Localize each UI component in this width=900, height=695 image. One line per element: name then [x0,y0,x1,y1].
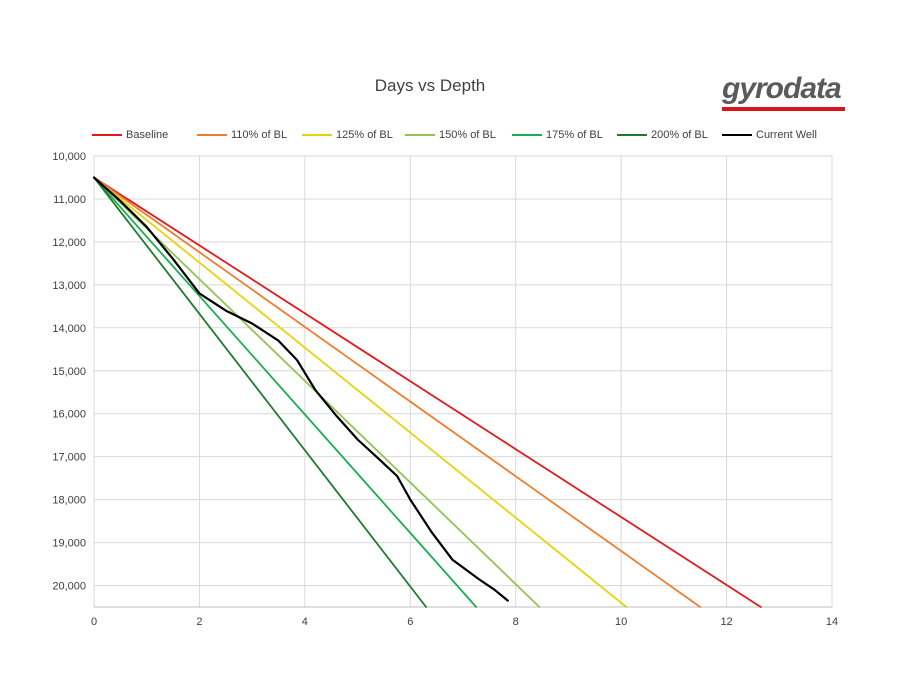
series-line-175-of-bl [93,176,478,608]
series-line-110-of-bl [93,176,702,608]
legend-swatch [197,134,227,136]
chart-title: Days vs Depth [374,76,486,95]
tick-labels: 0 2 4 6 8 10 12 14 10,000 11,000 12,000 13,000 14,00… [52,151,838,628]
legend-label: 125% of BL [336,129,393,141]
legend-label: 200% of BL [651,129,708,141]
series-lines [92,176,762,608]
gridlines [94,155,833,607]
legend-item-110-of-bl: 110% of BL [197,127,287,143]
legend-item-125-of-bl: 125% of BL [302,127,393,143]
series-line-baseline [93,176,762,608]
x-tick-label: 2 [196,616,202,628]
legend-swatch [302,134,332,136]
legend-item-current-well: Current Well [722,127,817,143]
legend-item-baseline: Baseline [92,127,168,143]
legend-item-200-of-bl: 200% of BL [617,127,708,143]
y-tick-label: 11,000 [53,194,86,206]
x-tick-label: 0 [91,616,97,628]
legend-label: 175% of BL [546,129,603,141]
y-tick-label: 17,000 [52,452,86,464]
x-tick-label: 14 [826,616,838,628]
x-tick-label: 10 [615,616,627,628]
y-tick-label: 18,000 [52,495,86,507]
legend-item-150-of-bl: 150% of BL [405,127,496,143]
y-tick-label: 13,000 [52,280,86,292]
legend-swatch [512,134,542,136]
legend-label: 150% of BL [439,129,496,141]
x-tick-label: 8 [513,616,519,628]
gyrodata-logo: gyrodata [722,74,846,114]
y-tick-label: 15,000 [52,366,86,378]
y-tick-label: 20,000 [52,581,86,593]
y-tick-label: 12,000 [52,237,86,249]
legend-label: Current Well [756,129,817,141]
x-tick-label: 4 [302,616,308,628]
x-tick-label: 12 [720,616,732,628]
y-tick-label: 19,000 [52,538,86,550]
y-tick-label: 10,000 [52,151,86,163]
series-line-125-of-bl [93,176,628,608]
series-line-200-of-bl [93,176,428,608]
x-tick-label: 6 [407,616,413,628]
legend-label: Baseline [126,129,169,141]
legend-swatch [722,134,752,136]
y-tick-label: 14,000 [52,323,86,335]
y-tick-label: 16,000 [52,409,86,421]
series-line-current-well [92,176,509,602]
legend-item-175-of-bl: 175% of BL [512,127,603,143]
legend-swatch [617,134,647,136]
logo-wordmark: gyrodata [722,72,842,105]
logo-red-bar [722,107,845,111]
legend-label: 110% of BL [231,129,288,141]
legend-swatch [92,134,122,136]
legend-swatch [405,134,435,136]
axes [93,156,833,608]
